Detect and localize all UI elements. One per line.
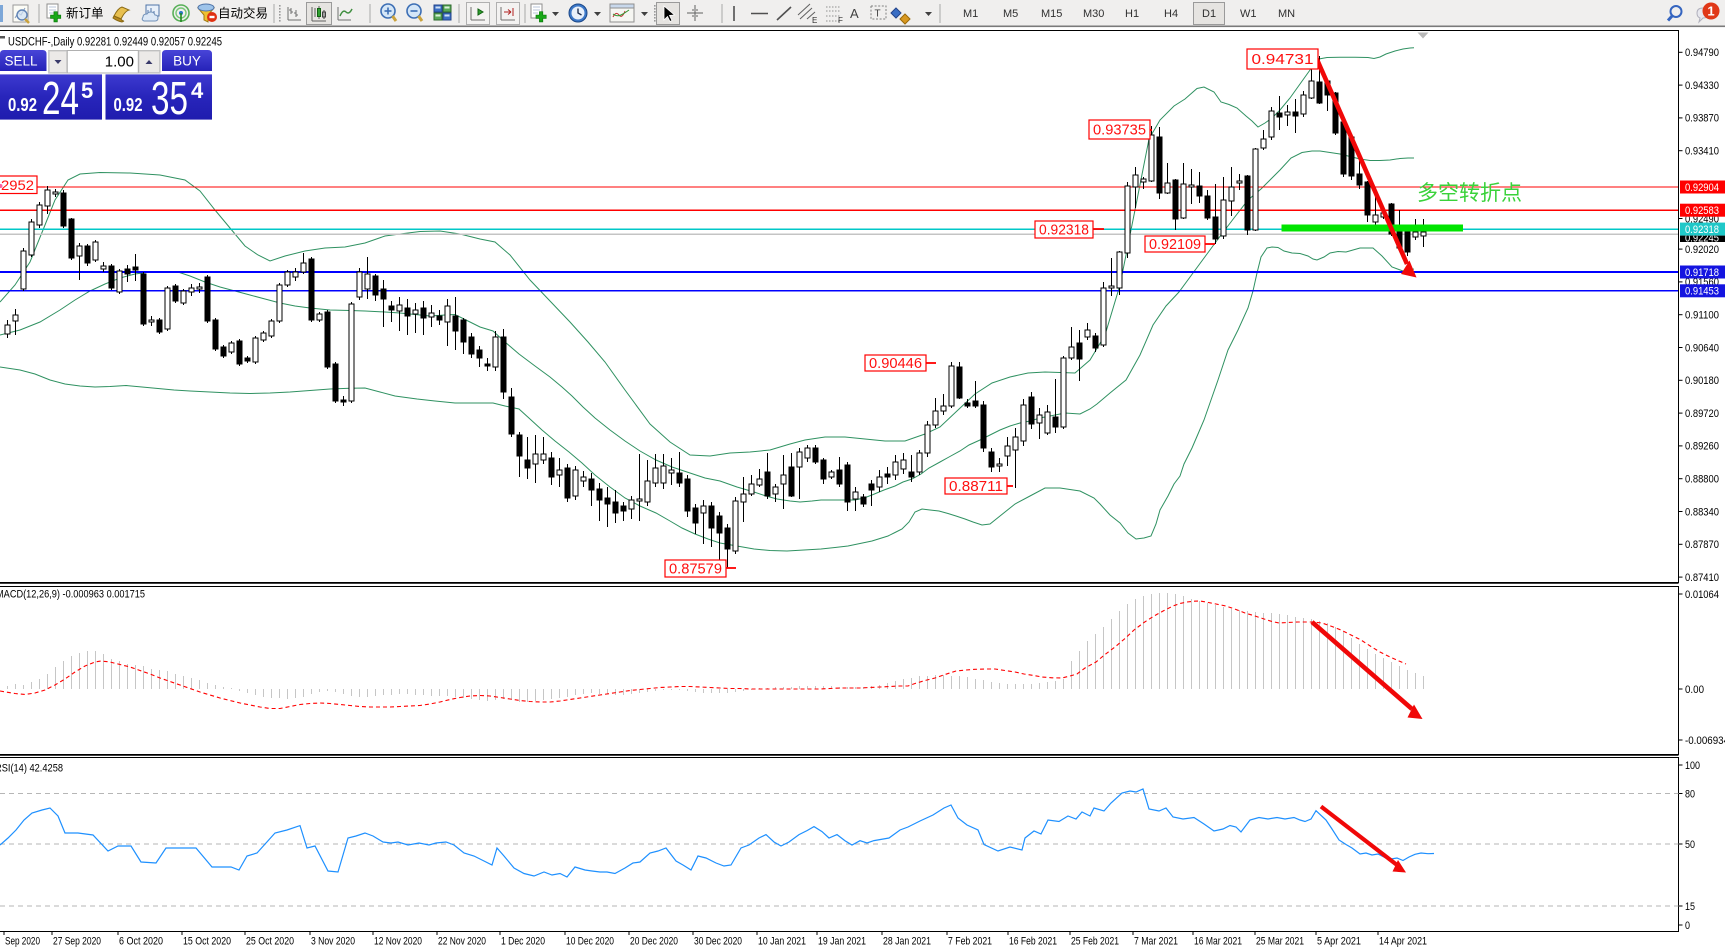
svg-text:1 Dec 2020: 1 Dec 2020 <box>501 936 545 948</box>
svg-text:0.94790: 0.94790 <box>1685 47 1719 59</box>
svg-text:T: T <box>875 9 881 20</box>
svg-text:80: 80 <box>1685 788 1695 800</box>
svg-text:27 Sep 2020: 27 Sep 2020 <box>53 936 101 948</box>
svg-text:25 Mar 2021: 25 Mar 2021 <box>1256 936 1304 948</box>
svg-text:5: 5 <box>81 78 93 103</box>
svg-text:H4: H4 <box>1164 8 1178 20</box>
svg-text:0.94330: 0.94330 <box>1685 80 1719 92</box>
svg-text:0.00: 0.00 <box>1685 684 1704 696</box>
svg-text:0.92: 0.92 <box>8 95 37 115</box>
svg-text:100: 100 <box>1685 760 1700 772</box>
svg-text:MN: MN <box>1278 8 1295 20</box>
svg-text:0.87410: 0.87410 <box>1685 572 1719 584</box>
svg-text:SELL: SELL <box>4 54 38 69</box>
svg-text:0.88340: 0.88340 <box>1685 506 1719 518</box>
svg-text:MACD(12,26,9) -0.000963 0.0017: MACD(12,26,9) -0.000963 0.001715 <box>0 589 145 601</box>
svg-text:A: A <box>850 6 859 21</box>
svg-text:25 Oct 2020: 25 Oct 2020 <box>246 936 294 948</box>
svg-text:0.90180: 0.90180 <box>1685 375 1719 387</box>
svg-text:10 Dec 2020: 10 Dec 2020 <box>566 936 614 948</box>
svg-text:0.91718: 0.91718 <box>1685 267 1719 279</box>
svg-text:22 Nov 2020: 22 Nov 2020 <box>438 936 486 948</box>
svg-text:BUY: BUY <box>173 54 201 69</box>
svg-text:H1: H1 <box>1125 8 1139 20</box>
svg-text:30 Dec 2020: 30 Dec 2020 <box>694 936 742 948</box>
svg-text:0.92583: 0.92583 <box>1685 205 1719 217</box>
svg-text:12 Nov 2020: 12 Nov 2020 <box>374 936 422 948</box>
svg-text:0.92318: 0.92318 <box>1685 224 1719 236</box>
svg-text:1: 1 <box>1707 4 1714 19</box>
svg-text:7 Mar 2021: 7 Mar 2021 <box>1134 936 1178 948</box>
svg-text:16 Feb 2021: 16 Feb 2021 <box>1009 936 1057 948</box>
svg-text:0.88800: 0.88800 <box>1685 474 1719 486</box>
svg-text:0.89260: 0.89260 <box>1685 441 1719 453</box>
svg-text:19 Jan 2021: 19 Jan 2021 <box>818 936 866 948</box>
svg-text:Sep 2020: Sep 2020 <box>5 936 40 948</box>
svg-text:10 Jan 2021: 10 Jan 2021 <box>758 936 806 948</box>
svg-text:6 Oct 2020: 6 Oct 2020 <box>119 936 163 948</box>
svg-text:0.93870: 0.93870 <box>1685 113 1719 125</box>
svg-text:M5: M5 <box>1003 8 1018 20</box>
svg-text:2952: 2952 <box>1 177 34 193</box>
svg-text:3 Nov 2020: 3 Nov 2020 <box>311 936 355 948</box>
svg-text:0.92318: 0.92318 <box>1039 223 1089 239</box>
svg-text:M30: M30 <box>1083 8 1104 20</box>
svg-text:0.92245: 0.92245 <box>1685 233 1719 245</box>
svg-text:7 Feb 2021: 7 Feb 2021 <box>948 936 992 948</box>
svg-text:0.92: 0.92 <box>114 95 143 115</box>
svg-text:自动交易: 自动交易 <box>218 6 268 21</box>
svg-text:50: 50 <box>1685 839 1695 851</box>
svg-text:16 Mar 2021: 16 Mar 2021 <box>1194 936 1242 948</box>
svg-text:0.94731: 0.94731 <box>1252 52 1314 68</box>
svg-text:RSI(14) 42.4258: RSI(14) 42.4258 <box>0 763 63 775</box>
svg-text:0.87870: 0.87870 <box>1685 539 1719 551</box>
svg-text:USDCHF-,Daily 0.92281 0.92449: USDCHF-,Daily 0.92281 0.92449 0.92057 0.… <box>8 35 222 49</box>
svg-text:0.01064: 0.01064 <box>1685 589 1719 601</box>
svg-text:0.91100: 0.91100 <box>1685 310 1719 322</box>
svg-text:0.92904: 0.92904 <box>1685 182 1719 194</box>
svg-text:24: 24 <box>42 72 79 124</box>
svg-text:4: 4 <box>191 78 204 103</box>
svg-text:0.91453: 0.91453 <box>1685 286 1719 298</box>
svg-text:15 Oct 2020: 15 Oct 2020 <box>183 936 231 948</box>
svg-text:0.90446: 0.90446 <box>869 356 922 372</box>
svg-text:0.92109: 0.92109 <box>1149 237 1201 253</box>
svg-text:M1: M1 <box>963 8 978 20</box>
svg-text:0.92020: 0.92020 <box>1685 244 1719 256</box>
svg-text:0.93735: 0.93735 <box>1093 123 1146 139</box>
svg-text:0: 0 <box>1685 920 1690 932</box>
svg-text:28 Jan 2021: 28 Jan 2021 <box>883 936 931 948</box>
svg-text:0.90640: 0.90640 <box>1685 342 1719 354</box>
svg-text:0.89720: 0.89720 <box>1685 408 1719 420</box>
svg-text:25 Feb 2021: 25 Feb 2021 <box>1071 936 1119 948</box>
svg-text:1.00: 1.00 <box>105 54 134 71</box>
svg-text:5 Apr 2021: 5 Apr 2021 <box>1317 936 1361 948</box>
svg-text:D1: D1 <box>1202 8 1216 20</box>
svg-text:14 Apr 2021: 14 Apr 2021 <box>1379 936 1427 948</box>
svg-text:M15: M15 <box>1041 8 1062 20</box>
svg-text:0.93410: 0.93410 <box>1685 146 1719 158</box>
svg-text:15: 15 <box>1685 901 1695 913</box>
svg-text:0.87579: 0.87579 <box>669 562 722 578</box>
svg-text:W1: W1 <box>1240 8 1257 20</box>
svg-text:E: E <box>812 16 817 25</box>
svg-text:多空转折点: 多空转折点 <box>1417 182 1522 205</box>
svg-text:35: 35 <box>151 72 188 124</box>
svg-text:0.88711: 0.88711 <box>949 479 1003 495</box>
svg-text:新订单: 新订单 <box>66 6 104 21</box>
svg-text:-0.006934: -0.006934 <box>1685 735 1725 747</box>
svg-text:20 Dec 2020: 20 Dec 2020 <box>630 936 678 948</box>
svg-text:F: F <box>838 16 843 25</box>
